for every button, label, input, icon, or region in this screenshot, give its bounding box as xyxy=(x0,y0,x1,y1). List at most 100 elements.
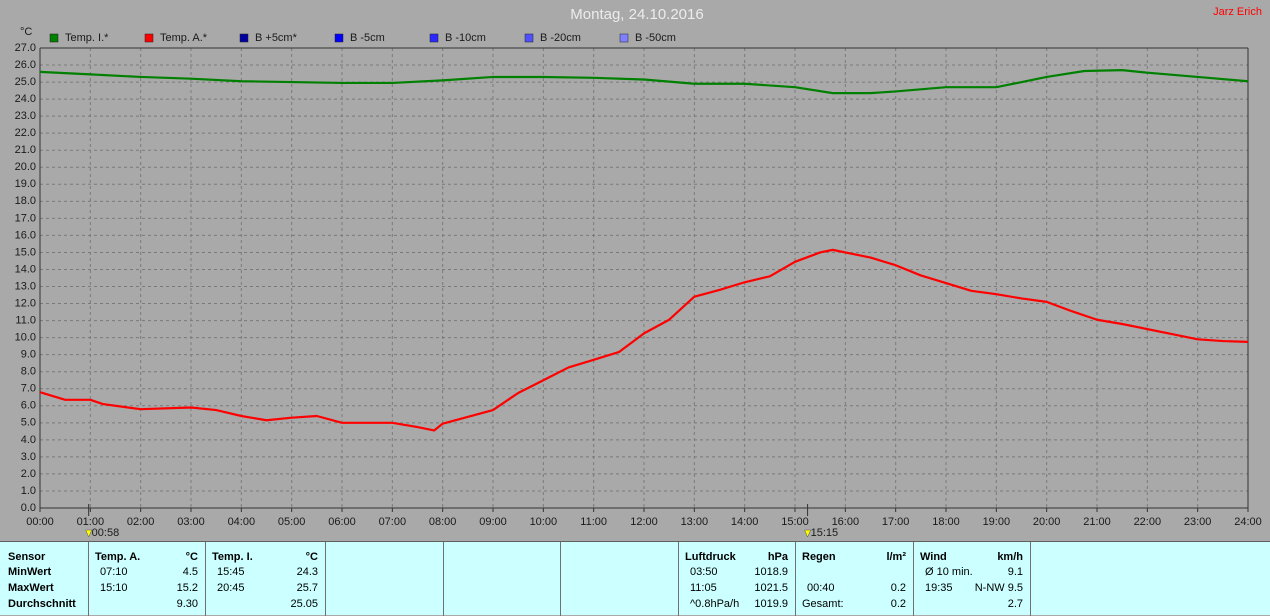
series-line xyxy=(39,69,1249,95)
x-tick-label: 06:00 xyxy=(328,516,356,528)
marker-label: 15:15 xyxy=(811,527,839,539)
x-tick-label: 14:00 xyxy=(731,516,759,528)
y-tick-label: 4.0 xyxy=(21,434,36,446)
cell-value: 25.7 xyxy=(296,582,318,594)
group-title: Temp. I. xyxy=(212,551,253,563)
y-tick-label: 19.0 xyxy=(15,178,36,190)
y-tick-label: 0.0 xyxy=(21,502,36,514)
y-tick-label: 22.0 xyxy=(15,127,36,139)
cell-value: 4.5 xyxy=(182,566,198,578)
column-separator xyxy=(325,542,326,616)
chart-title: Montag, 24.10.2016 xyxy=(570,6,703,23)
column-separator xyxy=(1030,542,1031,616)
y-tick-label: 11.0 xyxy=(15,314,36,326)
cell-value: 1019.9 xyxy=(754,598,788,610)
chart: Montag, 24.10.2016 Jarz Erich °C 0.0 1.0 2… xyxy=(15,6,1262,539)
x-tick-label: 22:00 xyxy=(1134,516,1162,528)
y-tick-label: 20.0 xyxy=(15,161,36,173)
y-tick-label: 13.0 xyxy=(15,280,36,292)
legend-swatch xyxy=(429,33,439,43)
group-unit: °C xyxy=(185,551,198,563)
legend-swatch xyxy=(524,33,534,43)
y-tick-label: 23.0 xyxy=(15,110,36,122)
x-tick-label: 03:00 xyxy=(177,516,205,528)
x-tick-label: 02:00 xyxy=(127,516,155,528)
marker-label: 00:58 xyxy=(92,527,120,539)
cell-label: 20:45 xyxy=(217,582,245,594)
legend-swatch xyxy=(49,33,59,43)
cell-value: 15.2 xyxy=(176,582,198,594)
y-tick-label: 21.0 xyxy=(15,144,36,156)
cell-value: 24.3 xyxy=(296,566,318,578)
column-separator xyxy=(795,542,796,616)
cell-label: 00:40 xyxy=(807,582,835,594)
x-tick-label: 12:00 xyxy=(630,516,658,528)
series-line xyxy=(39,248,1249,432)
legend-label: B +5cm* xyxy=(255,32,298,44)
legend-label: Temp. I.* xyxy=(65,32,109,44)
group-title: Regen xyxy=(802,551,836,563)
group-title: Luftdruck xyxy=(685,551,736,563)
x-tick-label: 20:00 xyxy=(1033,516,1061,528)
column-separator xyxy=(678,542,679,616)
y-tick-label: 10.0 xyxy=(15,332,36,344)
group-unit: l/m² xyxy=(886,551,906,563)
legend-label: B -5cm xyxy=(350,32,385,44)
x-tick-label: 24:00 xyxy=(1234,516,1262,528)
cell-value: N-NW 9.5 xyxy=(974,582,1023,594)
cell-label: 07:10 xyxy=(100,566,128,578)
column-separator xyxy=(88,542,89,616)
cell-label: 15:10 xyxy=(100,582,128,594)
legend-label: B -50cm xyxy=(635,32,676,44)
x-tick-label: 05:00 xyxy=(278,516,306,528)
legend-swatch xyxy=(334,33,344,43)
cell-label: 03:50 xyxy=(690,566,718,578)
x-tick-label: 10:00 xyxy=(530,516,558,528)
y-tick-label: 16.0 xyxy=(15,229,36,241)
legend-swatch xyxy=(619,33,629,43)
cell-value: 0.2 xyxy=(890,598,906,610)
y-tick-label: 5.0 xyxy=(21,417,36,429)
y-tick-label: 12.0 xyxy=(15,297,36,309)
summary-table: Sensor MinWert MaxWert Durchschnitt Temp. A.… xyxy=(0,541,1270,616)
marker-icon xyxy=(85,529,93,538)
column-separator xyxy=(443,542,444,616)
cell-label: 11:05 xyxy=(690,582,717,594)
cell-value: 25.05 xyxy=(290,598,318,610)
x-tick-label: 16:00 xyxy=(832,516,860,528)
marker-icon xyxy=(804,529,811,538)
column-separator xyxy=(205,542,206,616)
group-title: Wind xyxy=(920,551,947,563)
x-tick-label: 04:00 xyxy=(228,516,256,528)
cell-value: 9.30 xyxy=(176,598,198,610)
x-tick-label: 07:00 xyxy=(379,516,407,528)
cell-label: ^0.8hPa/h xyxy=(690,598,740,610)
column-separator xyxy=(560,542,561,616)
y-tick-label: 1.0 xyxy=(21,485,36,497)
author: Jarz Erich xyxy=(1213,6,1262,18)
x-tick-label: 19:00 xyxy=(983,516,1011,528)
legend-label: B -10cm xyxy=(445,32,486,44)
y-tick-label: 15.0 xyxy=(15,246,36,258)
cell-label: Ø 10 min. xyxy=(925,566,973,578)
y-tick-label: 6.0 xyxy=(21,400,36,412)
y-tick-label: 17.0 xyxy=(15,212,36,224)
y-tick-label: 27.0 xyxy=(15,42,36,54)
row-label: MaxWert xyxy=(8,582,54,594)
x-tick-label: 09:00 xyxy=(479,516,507,528)
cell-value: 9.1 xyxy=(1007,566,1023,578)
x-tick-label: 21:00 xyxy=(1083,516,1111,528)
x-tick-label: 11:00 xyxy=(580,516,607,528)
cell-label: Gesamt: xyxy=(802,598,844,610)
legend-label: B -20cm xyxy=(540,32,581,44)
y-tick-label: 3.0 xyxy=(21,451,36,463)
y-tick-label: 9.0 xyxy=(21,349,36,361)
cell-value: 0.2 xyxy=(890,582,906,594)
y-tick-label: 2.0 xyxy=(21,468,36,480)
y-tick-label: 7.0 xyxy=(21,383,36,395)
column-separator xyxy=(913,542,914,616)
y-tick-label: 24.0 xyxy=(15,93,36,105)
x-tick-label: 08:00 xyxy=(429,516,457,528)
y-tick-label: 25.0 xyxy=(15,76,36,88)
